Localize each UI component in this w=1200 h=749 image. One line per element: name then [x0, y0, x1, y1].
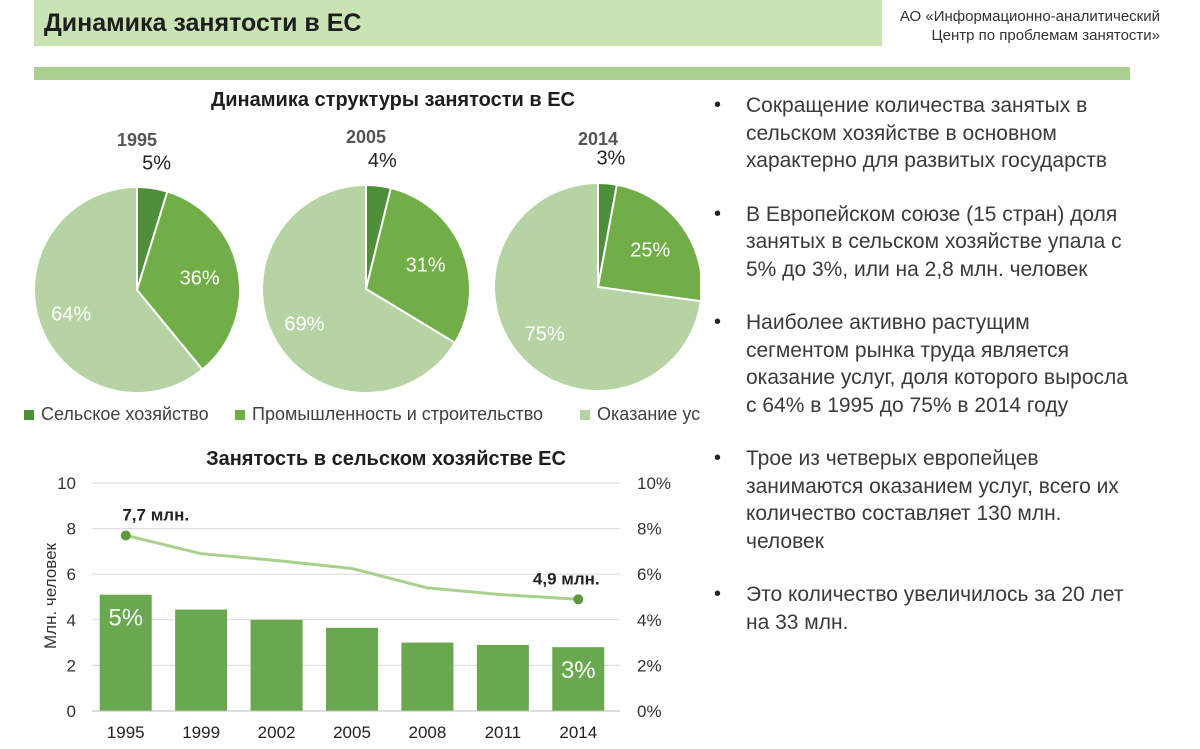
bar: [250, 619, 303, 711]
bullet-item: • В Европейском союзе (15 стран) доля зан…: [710, 201, 1130, 284]
pie-data-label: 3%: [596, 148, 625, 170]
legend-label: Сельское хозяйство: [41, 404, 209, 424]
pie-slice: [493, 181, 700, 392]
x-tick-label: 2002: [258, 723, 296, 742]
bullet-dot-icon: •: [714, 447, 722, 469]
bar: [401, 642, 454, 711]
x-tick-label: 2011: [485, 723, 522, 742]
pie-data-label: 69%: [284, 314, 324, 336]
organization-line-1: АО «Информационно-аналитический: [899, 8, 1160, 25]
x-tick-label: 1995: [107, 723, 145, 742]
pie-data-label: 25%: [630, 239, 670, 261]
y-tick-label: 10: [57, 474, 76, 493]
pie-year-label: 2005: [346, 127, 386, 147]
bullet-item: • Сокращение количества занятых в сельско…: [710, 92, 1130, 175]
pie-data-label: 75%: [525, 324, 565, 346]
bar: [476, 644, 529, 711]
pie-2005: 2005 4% 31% 69%: [261, 127, 471, 394]
pie-data-label: 64%: [51, 304, 91, 326]
header-rule: [34, 67, 1130, 80]
pie-slice: [261, 183, 457, 394]
legend-label: Оказание услуг: [597, 404, 700, 424]
bullet-text: В Европейском союзе (15 стран) доля заня…: [746, 202, 1122, 281]
y2-tick-label: 0%: [637, 702, 662, 721]
pie-year-label: 1995: [117, 130, 157, 150]
pie-data-label: 36%: [180, 268, 220, 290]
pie-year-label: 2014: [578, 129, 618, 149]
bar-chart: 0 0% 2 2% 4 4% 6 6% 8 8% 10 10% 1995 1999 2002 2005 2008…: [57, 474, 671, 742]
legend-item: Промышленность и строительство: [235, 404, 543, 424]
y-tick-label: 8: [67, 520, 76, 539]
y-tick-label: 2: [67, 656, 76, 675]
bullet-dot-icon: •: [714, 311, 722, 333]
x-tick-label: 2008: [409, 723, 447, 742]
y2-tick-label: 2%: [637, 656, 662, 675]
charts-area: Динамика структуры занятости в ЕС 19955%…: [24, 89, 700, 742]
header-band: [34, 0, 882, 46]
pie-data-label: 5%: [142, 152, 171, 174]
page-title: Динамика занятости в ЕС: [44, 9, 362, 37]
y-tick-label: 6: [67, 565, 76, 584]
bullet-item: • Наиболее активно растущим сегментом рын…: [710, 309, 1130, 419]
organization-name: АО «Информационно-аналитический Центр по…: [900, 7, 1160, 45]
bullet-dot-icon: •: [714, 94, 722, 116]
line-marker: [120, 530, 131, 541]
bar-chart-title: Занятость в сельском хозяйстве ЕС: [206, 448, 566, 470]
line-data-label: 7,7 млн.: [122, 505, 189, 524]
bullet-list: • Сокращение количества занятых в сельско…: [710, 92, 1130, 662]
bar: [326, 627, 378, 711]
y-tick-label: 0: [67, 702, 76, 721]
x-tick-label: 2005: [333, 723, 371, 742]
legend-swatch-icon: [580, 410, 590, 420]
bullet-item: • Это количество увеличилось за 20 лет на…: [710, 581, 1130, 636]
line-data-label: 4,9 млн.: [533, 569, 600, 588]
bullet-text: Это количество увеличилось за 20 лет на …: [746, 583, 1124, 634]
legend-swatch-icon: [24, 410, 34, 420]
legend-swatch-icon: [235, 410, 245, 420]
organization-line-2: Центр по проблемам занятости»: [931, 27, 1160, 44]
bullet-dot-icon: •: [714, 202, 722, 225]
bullet-item: • Трое из четверых европейцев занимаются …: [710, 445, 1130, 555]
bar-data-label: 5%: [108, 605, 143, 632]
pie-data-label: 31%: [406, 254, 446, 276]
bar-data-label: 3%: [561, 657, 596, 684]
pie-slice: [596, 183, 700, 303]
y2-tick-label: 6%: [637, 565, 662, 584]
x-tick-label: 1999: [182, 723, 220, 742]
y-tick-label: 4: [67, 611, 76, 630]
x-tick-label: 2014: [559, 723, 597, 742]
y-axis-label: Млн. человек: [41, 542, 60, 649]
bar: [552, 647, 605, 711]
pie-legend: Сельское хозяйство Промышленность и строи…: [24, 404, 700, 424]
legend-item: Сельское хозяйство: [24, 404, 209, 424]
pie-slice: [135, 190, 241, 371]
legend-label: Промышленность и строительство: [252, 404, 543, 424]
bar: [175, 609, 228, 711]
y2-tick-label: 8%: [637, 520, 662, 539]
bullet-text: Трое из четверых европейцев занимаются о…: [746, 447, 1119, 553]
y2-tick-label: 4%: [637, 611, 662, 630]
legend-item: Оказание услуг: [580, 404, 700, 424]
line-series: [125, 533, 579, 601]
y2-tick-label: 10%: [637, 474, 671, 493]
pie-data-label: 4%: [368, 150, 397, 172]
bullet-text: Сокращение количества занятых в сельском…: [746, 94, 1108, 172]
bullet-dot-icon: •: [714, 583, 722, 605]
pie-chart-title: Динамика структуры занятости в ЕС: [211, 89, 575, 111]
pie-slice: [33, 185, 204, 394]
bar: [99, 594, 152, 711]
bullet-text: Наиболее активно растущим сегментом рынк…: [746, 311, 1128, 417]
line-marker: [573, 594, 584, 605]
